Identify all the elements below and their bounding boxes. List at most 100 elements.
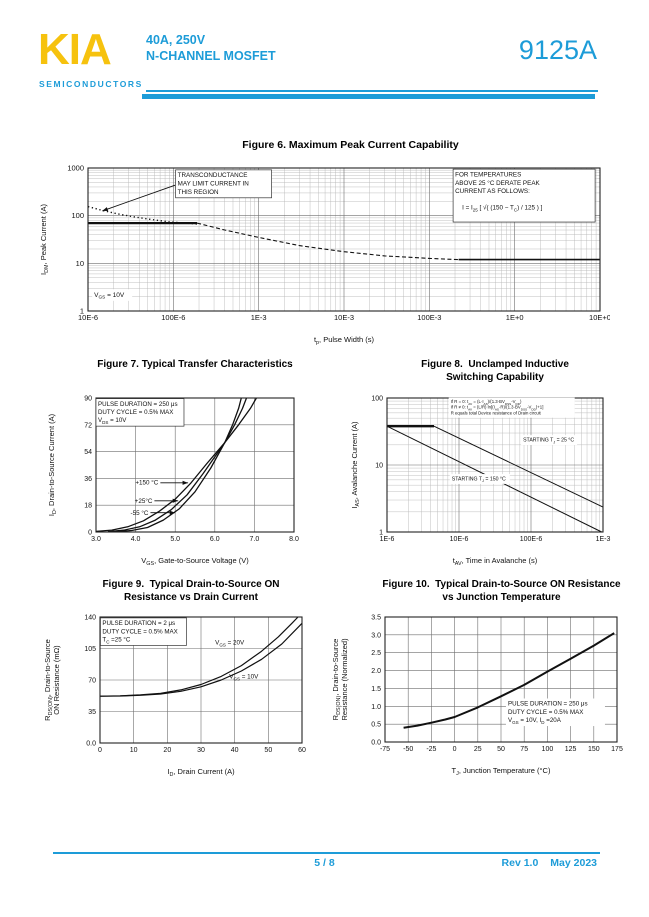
- svg-text:ID, Drain-to-Source Current (A: ID, Drain-to-Source Current (A): [47, 413, 58, 516]
- svg-text:DUTY CYCLE = 0.5% MAX: DUTY CYCLE = 0.5% MAX: [98, 409, 173, 416]
- kia-logo: KIA: [38, 25, 112, 74]
- svg-text:10E+0: 10E+0: [589, 313, 610, 322]
- revision: Rev 1.0: [501, 857, 539, 869]
- svg-text:0.0: 0.0: [371, 740, 381, 747]
- svg-text:-50: -50: [403, 746, 413, 753]
- header-rule-thin: [146, 90, 598, 92]
- svg-text:IDM, Peak Current (A): IDM, Peak Current (A): [39, 204, 50, 275]
- svg-text:2.5: 2.5: [371, 650, 381, 657]
- svg-text:10E-6: 10E-6: [450, 536, 469, 543]
- svg-text:100E-6: 100E-6: [161, 313, 185, 322]
- svg-text:1E+0: 1E+0: [506, 313, 524, 322]
- svg-text:100: 100: [542, 746, 554, 753]
- svg-text:tAV, Time in Avalanche (s): tAV, Time in Avalanche (s): [453, 556, 538, 567]
- svg-text:3.0: 3.0: [91, 536, 101, 543]
- svg-text:VGS = 10V: VGS = 10V: [94, 292, 125, 300]
- part-number: 9125A: [518, 35, 597, 65]
- svg-text:0: 0: [98, 747, 102, 754]
- svg-text:FOR TEMPERATURES: FOR TEMPERATURES: [455, 171, 521, 178]
- figure-7: Figure 7. Typical Transfer Characteristi…: [40, 358, 320, 580]
- figure-title-line: Figure 8. Unclamped Inductive: [421, 359, 569, 370]
- svg-text:ON Resistance (mΩ): ON Resistance (mΩ): [52, 645, 61, 715]
- part-rating: 40A, 250V: [146, 33, 206, 47]
- svg-text:TJ, Junction Temperature (°C): TJ, Junction Temperature (°C): [452, 766, 551, 777]
- svg-text:VGS = 10V: VGS = 10V: [229, 674, 259, 682]
- svg-text:125: 125: [565, 746, 577, 753]
- svg-text:6.0: 6.0: [210, 536, 220, 543]
- svg-text:2.0: 2.0: [371, 668, 381, 675]
- svg-text:MAY LIMIT CURRENT IN: MAY LIMIT CURRENT IN: [178, 180, 250, 187]
- svg-text:35: 35: [88, 709, 96, 716]
- svg-text:1.5: 1.5: [371, 686, 381, 693]
- svg-text:1E-6: 1E-6: [380, 536, 395, 543]
- svg-text:0: 0: [88, 530, 92, 537]
- svg-text:DUTY CYCLE = 0.5% MAX: DUTY CYCLE = 0.5% MAX: [508, 709, 583, 716]
- figure-title-line: vs Junction Temperature: [442, 592, 561, 603]
- svg-text:54: 54: [84, 449, 92, 456]
- svg-text:IAS, Avalanche Current (A): IAS, Avalanche Current (A): [350, 421, 361, 509]
- svg-text:100E-6: 100E-6: [520, 536, 543, 543]
- svg-text:TRANSCONDUCTANCE: TRANSCONDUCTANCE: [178, 172, 248, 179]
- svg-text:10: 10: [130, 747, 138, 754]
- svg-text:1E-3: 1E-3: [251, 313, 267, 322]
- figure-title-line: Resistance vs Drain Current: [124, 592, 258, 603]
- svg-text:3.0: 3.0: [371, 632, 381, 639]
- svg-text:ABOVE 25 °C DERATE PEAK: ABOVE 25 °C DERATE PEAK: [455, 179, 540, 187]
- svg-text:175: 175: [611, 746, 623, 753]
- svg-text:0: 0: [453, 746, 457, 753]
- svg-text:R equals total Device resistan: R equals total Device resistance of Drai…: [451, 410, 542, 415]
- svg-text:1000: 1000: [67, 164, 84, 173]
- svg-text:-55 °C: -55 °C: [131, 509, 149, 517]
- svg-text:100E-3: 100E-3: [417, 313, 441, 322]
- svg-text:PULSE DURATION = 250 μs: PULSE DURATION = 250 μs: [508, 701, 588, 708]
- figure-title-line: Figure 9. Typical Drain-to-Source ON: [102, 579, 280, 590]
- svg-text:18: 18: [84, 503, 92, 510]
- svg-text:Resistance (Normalized): Resistance (Normalized): [340, 638, 349, 721]
- figure-9: Figure 9. Typical Drain-to-Source ON Resi…: [42, 578, 322, 804]
- svg-text:RDS(ON), Drain-to-Source: RDS(ON), Drain-to-Source: [331, 639, 342, 721]
- figure-10-title: Figure 10. Typical Drain-to-Source ON Re…: [330, 578, 635, 604]
- kia-logo-subtitle: SEMICONDUCTORS: [39, 79, 143, 89]
- svg-text:PULSE DURATION = 250 μs: PULSE DURATION = 250 μs: [98, 401, 178, 408]
- svg-text:7.0: 7.0: [250, 536, 260, 543]
- figure-7-title: Figure 7. Typical Transfer Characteristi…: [40, 358, 320, 371]
- figure-title-line: Figure 10. Typical Drain-to-Source ON Re…: [382, 579, 621, 590]
- svg-text:10E-3: 10E-3: [334, 313, 354, 322]
- svg-text:+25°C: +25°C: [135, 497, 153, 505]
- svg-text:tp, Pulse Width (s): tp, Pulse Width (s): [314, 335, 375, 346]
- svg-text:ID, Drain Current (A): ID, Drain Current (A): [167, 767, 235, 778]
- svg-text:If R = 0: tAV = (L·IAS)/(1.3·: If R = 0: tAV = (L·IAS)/(1.3·BVDSS-VDD): [451, 399, 522, 406]
- svg-text:36: 36: [84, 476, 92, 483]
- svg-text:If R ≠ 0: tAV = (L/R) ln[(IAS: If R ≠ 0: tAV = (L/R) ln[(IAS·R)/(1.3·BV…: [451, 405, 544, 412]
- svg-text:10E-6: 10E-6: [78, 313, 98, 322]
- svg-text:VGS = 20V: VGS = 20V: [215, 640, 245, 648]
- svg-text:STARTING TJ = 25 °C: STARTING TJ = 25 °C: [523, 437, 574, 444]
- svg-text:DUTY CYCLE = 0.5% MAX: DUTY CYCLE = 0.5% MAX: [102, 628, 177, 635]
- part-type: N-CHANNEL MOSFET: [146, 49, 276, 63]
- revision-info: Rev 1.0 May 2023: [502, 857, 597, 869]
- svg-text:1: 1: [379, 530, 383, 537]
- svg-text:70: 70: [88, 678, 96, 685]
- svg-text:10: 10: [375, 463, 383, 470]
- svg-text:PULSE DURATION = 2 μs: PULSE DURATION = 2 μs: [102, 620, 175, 627]
- figure-title-line: Switching Capability: [446, 372, 544, 383]
- svg-text:75: 75: [520, 746, 528, 753]
- svg-text:72: 72: [84, 422, 92, 429]
- svg-text:1: 1: [80, 307, 84, 316]
- figure-6-title: Figure 6. Maximum Peak Current Capabilit…: [30, 138, 615, 152]
- svg-text:100: 100: [71, 211, 84, 220]
- header-rule-thick: [142, 94, 595, 99]
- figure-9-title: Figure 9. Typical Drain-to-Source ON Resi…: [42, 578, 322, 604]
- svg-text:50: 50: [264, 747, 272, 754]
- svg-text:100: 100: [371, 396, 383, 403]
- figure-title-line: Figure 6. Maximum Peak Current Capabilit…: [242, 139, 459, 151]
- svg-text:0.0: 0.0: [86, 741, 96, 748]
- figure-8-chart: If R = 0: tAV = (L·IAS)/(1.3·BVDSS-VDD)I…: [350, 396, 610, 567]
- svg-text:30: 30: [197, 747, 205, 754]
- svg-text:3.5: 3.5: [371, 615, 381, 622]
